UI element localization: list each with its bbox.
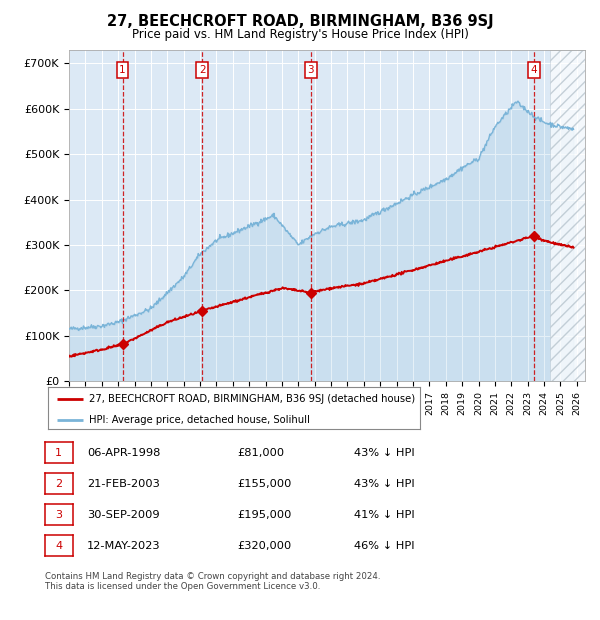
Text: 2: 2 <box>199 65 206 75</box>
Text: £81,000: £81,000 <box>237 448 284 458</box>
Text: 4: 4 <box>55 541 62 551</box>
Text: Contains HM Land Registry data © Crown copyright and database right 2024.
This d: Contains HM Land Registry data © Crown c… <box>45 572 380 591</box>
Text: 43% ↓ HPI: 43% ↓ HPI <box>354 448 415 458</box>
Text: 27, BEECHCROFT ROAD, BIRMINGHAM, B36 9SJ: 27, BEECHCROFT ROAD, BIRMINGHAM, B36 9SJ <box>107 14 493 29</box>
Text: £155,000: £155,000 <box>237 479 292 489</box>
Text: HPI: Average price, detached house, Solihull: HPI: Average price, detached house, Soli… <box>89 415 310 425</box>
Polygon shape <box>550 50 585 381</box>
Text: 46% ↓ HPI: 46% ↓ HPI <box>354 541 415 551</box>
Text: 30-SEP-2009: 30-SEP-2009 <box>87 510 160 520</box>
Text: 3: 3 <box>55 510 62 520</box>
Text: 2: 2 <box>55 479 62 489</box>
Text: 4: 4 <box>530 65 537 75</box>
Text: 27, BEECHCROFT ROAD, BIRMINGHAM, B36 9SJ (detached house): 27, BEECHCROFT ROAD, BIRMINGHAM, B36 9SJ… <box>89 394 415 404</box>
Text: 21-FEB-2003: 21-FEB-2003 <box>87 479 160 489</box>
Text: 1: 1 <box>119 65 126 75</box>
Text: 06-APR-1998: 06-APR-1998 <box>87 448 160 458</box>
Text: 1: 1 <box>55 448 62 458</box>
Text: £320,000: £320,000 <box>237 541 291 551</box>
Text: 43% ↓ HPI: 43% ↓ HPI <box>354 479 415 489</box>
Text: 3: 3 <box>307 65 314 75</box>
Text: 41% ↓ HPI: 41% ↓ HPI <box>354 510 415 520</box>
Text: 12-MAY-2023: 12-MAY-2023 <box>87 541 161 551</box>
Text: £195,000: £195,000 <box>237 510 292 520</box>
Text: Price paid vs. HM Land Registry's House Price Index (HPI): Price paid vs. HM Land Registry's House … <box>131 28 469 41</box>
